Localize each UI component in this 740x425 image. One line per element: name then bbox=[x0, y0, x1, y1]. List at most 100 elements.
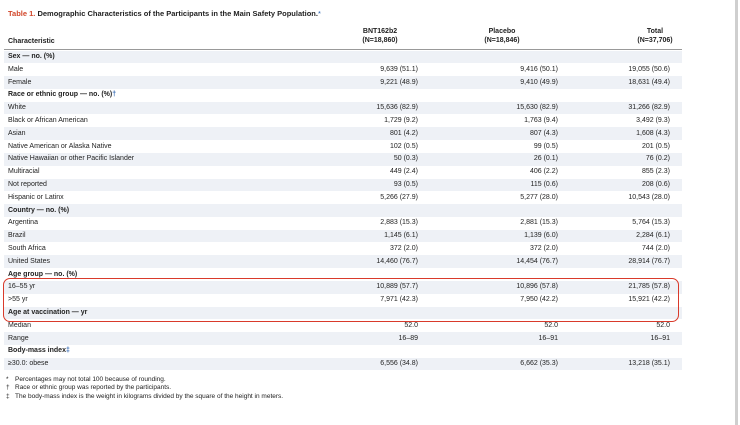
cell: 15,636 (82.9) bbox=[376, 104, 418, 112]
data-row: Multiracial 449 (2.4) 406 (2.2) 855 (2.3) bbox=[4, 166, 682, 179]
section-row: Sex — no. (%) bbox=[4, 50, 682, 64]
section-row: Age at vaccination — yr bbox=[4, 306, 682, 320]
section-label: Sex — no. (%) bbox=[8, 52, 55, 62]
cell: 15,630 (82.9) bbox=[516, 104, 558, 112]
section-note: † bbox=[112, 91, 117, 99]
cell: 1,145 (6.1) bbox=[384, 232, 418, 240]
cell: 14,454 (76.7) bbox=[516, 257, 558, 265]
column-header: Total bbox=[646, 28, 664, 35]
cell: 16–91 bbox=[538, 334, 558, 342]
cell: 19,055 (50.6) bbox=[628, 65, 670, 73]
cell: 1,608 (4.3) bbox=[636, 129, 670, 137]
cell: 406 (2.2) bbox=[529, 168, 558, 176]
row-label: Not reported bbox=[8, 181, 47, 188]
row-label: 16–55 yr bbox=[8, 283, 36, 291]
cell: 9,416 (50.1) bbox=[520, 65, 558, 73]
cell: 16–89 bbox=[398, 334, 418, 342]
section-text: Age at vaccination — yr bbox=[8, 309, 88, 316]
cell: 50 (0.3) bbox=[393, 155, 418, 163]
column-header: Characteristic bbox=[8, 38, 55, 45]
cell: 855 (2.3) bbox=[641, 168, 670, 176]
section-label: Country — no. (%) bbox=[8, 206, 69, 216]
section-text: Race or ethnic group — no. (%) bbox=[8, 91, 113, 99]
cell: 7,950 (42.2) bbox=[520, 296, 558, 304]
row-label: Native Hawaiian or other Pacific Islande… bbox=[8, 155, 135, 163]
cell: 93 (0.5) bbox=[393, 181, 418, 188]
cell: 807 (4.3) bbox=[529, 129, 558, 137]
data-row: Asian 801 (4.2) 807 (4.3) 1,608 (4.3) bbox=[4, 127, 682, 141]
section-row: Age group — no. (%) bbox=[4, 268, 682, 281]
row-label: Black or African American bbox=[8, 117, 88, 124]
table-title: Table 1. Demographic Characteristics of … bbox=[8, 9, 321, 19]
section-note: ‡ bbox=[65, 347, 70, 355]
cell: 1,729 (9.2) bbox=[384, 117, 418, 124]
cell: 10,889 (57.7) bbox=[376, 283, 418, 291]
data-row: 16–55 yr 10,889 (57.7) 10,896 (57.8) 21,785… bbox=[4, 280, 682, 294]
row-label: Asian bbox=[8, 129, 26, 137]
cell: 14,460 (76.7) bbox=[376, 257, 418, 265]
row-label: Multiracial bbox=[8, 168, 40, 176]
cell: 52.0 bbox=[544, 321, 558, 329]
cell: 5,764 (15.3) bbox=[632, 219, 670, 227]
column-n: (N=18,860) bbox=[362, 37, 398, 44]
cell: 26 (0.1) bbox=[533, 155, 558, 163]
section-text: Age group — no. (%) bbox=[8, 270, 78, 278]
data-row: ≥30.0: obese 6,556 (34.8) 6,662 (35.3) 13,2… bbox=[4, 357, 682, 371]
row-label: Median bbox=[8, 321, 31, 329]
cell: 2,881 (15.3) bbox=[520, 219, 558, 227]
footnote-mark: ‡ bbox=[6, 392, 10, 400]
cell: 449 (2.4) bbox=[389, 168, 418, 176]
footnote-mark: * bbox=[6, 375, 9, 383]
row-label: Native American or Alaska Native bbox=[8, 142, 112, 150]
row-label: Range bbox=[8, 334, 29, 342]
cell: 1,139 (6.0) bbox=[524, 232, 558, 240]
data-row: Native Hawaiian or other Pacific Islande… bbox=[4, 152, 682, 166]
cell: 2,883 (15.3) bbox=[380, 219, 418, 227]
title-label: Table 1. bbox=[8, 9, 36, 18]
footnote-mark: † bbox=[6, 384, 10, 391]
data-row: South Africa 372 (2.0) 372 (2.0) 744 (2.0) bbox=[4, 243, 682, 256]
cell: 6,662 (35.3) bbox=[520, 360, 558, 368]
footnote-text: Race or ethnic group was reported by the… bbox=[15, 384, 172, 391]
cell: 9,410 (49.9) bbox=[520, 78, 558, 86]
cell: 31,266 (82.9) bbox=[628, 104, 670, 112]
cell: 744 (2.0) bbox=[641, 245, 670, 252]
section-text: Country — no. (%) bbox=[8, 206, 70, 214]
cell: 201 (0.5) bbox=[641, 142, 670, 150]
cell: 15,921 (42.2) bbox=[628, 296, 670, 304]
header-rule bbox=[4, 49, 682, 50]
data-row: Male 9,639 (51.1) 9,416 (50.1) 19,055 (50.6… bbox=[4, 63, 682, 76]
section-row: Country — no. (%) bbox=[4, 204, 682, 217]
cell: 372 (2.0) bbox=[389, 245, 418, 252]
cell: 52.0 bbox=[404, 321, 418, 329]
cell: 10,896 (57.8) bbox=[516, 283, 558, 291]
cell: 372 (2.0) bbox=[529, 245, 558, 252]
cell: 115 (0.6) bbox=[530, 181, 559, 188]
cell: 7,971 (42.3) bbox=[380, 296, 418, 304]
data-row: United States 14,460 (76.7) 14,454 (76.7) 2… bbox=[4, 255, 682, 269]
section-row: Race or ethnic group — no. (%)† bbox=[4, 89, 682, 102]
row-label: ≥30.0: obese bbox=[8, 360, 49, 368]
data-row: Native American or Alaska Native 102 (0.5… bbox=[4, 140, 682, 153]
cell: 5,277 (28.0) bbox=[520, 193, 558, 201]
cell: 102 (0.5) bbox=[389, 142, 418, 150]
column-n: (N=18,846) bbox=[484, 37, 520, 44]
highlight-box bbox=[3, 277, 679, 323]
cell: 18,631 (49.4) bbox=[628, 78, 670, 86]
footnote-text: The body-mass index is the weight in kil… bbox=[15, 392, 284, 400]
cell: 16–91 bbox=[650, 334, 670, 342]
cell: 1,763 (9.4) bbox=[524, 117, 558, 124]
row-label: United States bbox=[8, 257, 51, 265]
data-row: Median 52.0 52.0 52.0 bbox=[4, 319, 682, 332]
section-label: Race or ethnic group — no. (%)† bbox=[8, 90, 116, 100]
data-row: Hispanic or Latinx 5,266 (27.9) 5,277 (28.… bbox=[4, 191, 682, 204]
row-label: Male bbox=[8, 65, 24, 73]
row-label: >55 yr bbox=[8, 296, 28, 304]
scrollbar[interactable] bbox=[735, 0, 738, 425]
section-text: Body-mass index bbox=[8, 347, 66, 355]
section-label: Age at vaccination — yr bbox=[8, 308, 87, 318]
cell: 99 (0.5) bbox=[533, 142, 558, 150]
section-label: Body-mass index‡ bbox=[8, 346, 70, 356]
footnote-text: Percentages may not total 100 because of… bbox=[15, 375, 166, 383]
section-text: Sex — no. (%) bbox=[8, 53, 55, 60]
